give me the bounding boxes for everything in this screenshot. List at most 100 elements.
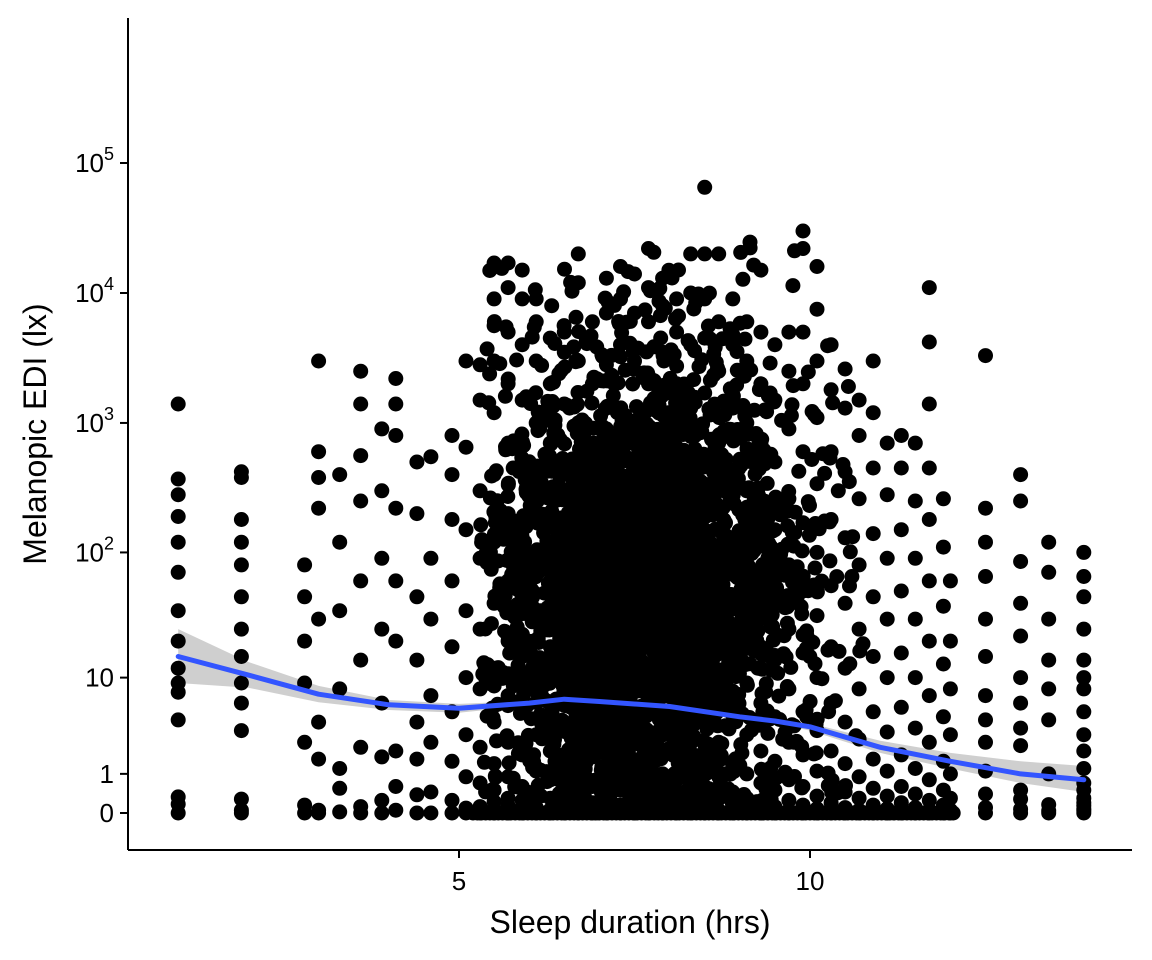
data-point xyxy=(767,392,783,408)
data-point xyxy=(487,768,503,784)
data-point xyxy=(598,628,614,644)
data-point xyxy=(353,448,369,464)
data-point xyxy=(1013,628,1029,644)
data-point xyxy=(297,797,313,813)
data-point xyxy=(907,435,923,451)
data-point xyxy=(879,801,895,817)
data-point xyxy=(711,363,727,379)
data-point xyxy=(683,608,699,624)
data-point xyxy=(935,656,951,672)
data-point xyxy=(809,410,825,426)
data-point xyxy=(670,479,686,495)
data-point xyxy=(767,337,783,353)
data-point xyxy=(542,802,558,818)
data-point xyxy=(627,763,642,779)
data-point xyxy=(893,522,909,538)
data-point xyxy=(473,517,489,533)
data-point xyxy=(499,605,515,621)
data-point xyxy=(565,583,581,599)
data-point xyxy=(500,790,516,806)
data-point xyxy=(780,536,796,552)
data-point xyxy=(785,594,801,610)
data-point xyxy=(837,800,853,816)
data-point xyxy=(725,660,741,676)
data-point xyxy=(697,589,713,605)
data-point xyxy=(641,775,656,791)
data-point xyxy=(170,471,186,487)
data-point xyxy=(311,444,327,460)
data-point xyxy=(486,756,502,772)
data-point xyxy=(613,797,628,813)
data-point xyxy=(668,404,684,420)
data-point xyxy=(753,775,769,791)
data-point xyxy=(570,275,586,291)
data-point xyxy=(694,352,710,368)
data-point xyxy=(907,493,923,509)
data-point xyxy=(584,779,600,794)
data-point xyxy=(472,681,488,697)
data-point xyxy=(750,480,766,496)
data-point xyxy=(311,470,327,485)
data-point xyxy=(893,645,909,661)
data-point xyxy=(297,633,313,649)
data-point xyxy=(570,801,586,817)
data-point xyxy=(598,357,614,373)
data-point xyxy=(865,405,881,421)
data-point xyxy=(332,467,348,483)
data-point xyxy=(542,790,558,806)
data-point xyxy=(753,435,769,451)
data-point xyxy=(1013,738,1029,754)
data-point xyxy=(921,396,937,412)
data-point xyxy=(737,512,753,528)
data-point xyxy=(935,709,951,725)
data-point xyxy=(500,324,516,340)
data-point xyxy=(571,449,587,465)
data-point xyxy=(851,621,867,637)
data-point xyxy=(921,734,937,750)
data-point xyxy=(409,751,425,767)
data-point xyxy=(613,467,628,483)
data-point xyxy=(1076,704,1092,720)
data-point xyxy=(701,401,717,417)
data-point xyxy=(233,512,249,527)
data-point xyxy=(715,577,731,592)
data-point xyxy=(1013,695,1029,711)
data-point xyxy=(942,681,958,697)
data-point xyxy=(879,435,895,451)
data-point xyxy=(311,611,327,627)
data-point xyxy=(486,353,502,369)
data-point xyxy=(598,270,614,286)
data-point xyxy=(353,799,369,815)
data-point xyxy=(584,805,600,821)
data-point xyxy=(388,743,404,759)
data-point xyxy=(865,589,881,605)
data-point xyxy=(739,550,755,566)
data-point xyxy=(514,534,530,550)
data-point xyxy=(170,675,186,691)
data-point xyxy=(655,611,671,627)
data-point xyxy=(781,557,797,573)
data-point xyxy=(739,415,755,431)
data-point xyxy=(584,795,600,811)
data-point xyxy=(233,621,249,637)
data-point xyxy=(837,530,853,546)
data-point xyxy=(781,621,797,637)
data-point xyxy=(509,352,525,368)
data-point xyxy=(409,589,425,605)
data-point xyxy=(865,780,881,796)
data-point xyxy=(735,451,751,467)
data-point xyxy=(500,255,516,271)
data-point xyxy=(893,460,909,476)
data-point xyxy=(706,464,721,480)
data-point xyxy=(725,291,741,307)
data-point xyxy=(613,259,628,274)
data-point xyxy=(791,463,807,479)
data-point xyxy=(570,788,586,804)
data-point xyxy=(784,397,800,413)
data-point xyxy=(726,649,742,665)
data-point xyxy=(571,507,587,522)
data-point xyxy=(472,775,488,791)
data-point xyxy=(486,467,502,483)
